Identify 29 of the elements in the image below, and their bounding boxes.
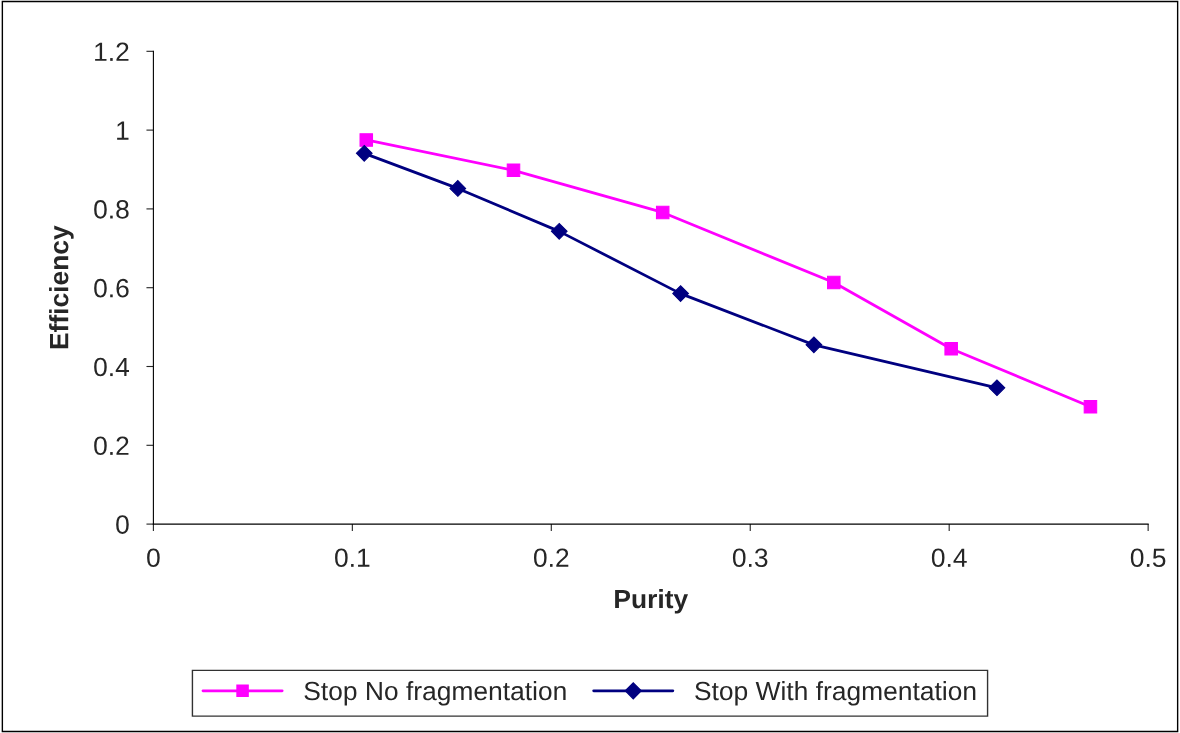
point xyxy=(672,285,689,302)
y-tick-label: 1.2 xyxy=(95,42,129,61)
x-tick-label: 0.3 xyxy=(732,548,768,568)
point xyxy=(355,144,373,162)
y-tick-label: 1 xyxy=(117,121,129,140)
point xyxy=(655,205,670,220)
y-tick-label: 0.4 xyxy=(94,357,130,377)
point xyxy=(944,342,958,356)
point xyxy=(827,275,841,290)
point xyxy=(1083,399,1098,414)
y-tick-label: 0.8 xyxy=(94,200,129,219)
legend-label: Stop No fragmentation xyxy=(304,680,566,706)
point xyxy=(359,133,374,147)
legend-label: Stop With fragmentation xyxy=(695,680,976,706)
x-axis-title: Purity xyxy=(615,588,689,614)
x-tick-label: 0.4 xyxy=(931,548,967,568)
y-tick-label: 0.2 xyxy=(94,436,129,456)
point xyxy=(805,336,823,354)
y-tick-label: 0 xyxy=(116,515,129,534)
x-tick-label: 0 xyxy=(147,548,160,568)
point xyxy=(550,222,568,240)
point xyxy=(506,163,521,178)
y-tick-label: 0.6 xyxy=(94,278,129,298)
point xyxy=(988,379,1006,397)
x-tick-label: 0.1 xyxy=(335,548,370,568)
point xyxy=(449,180,467,197)
y-axis-title: Efficiency xyxy=(49,225,74,349)
x-tick-label: 0.2 xyxy=(533,548,569,568)
x-tick-label: 0.5 xyxy=(1130,548,1166,568)
